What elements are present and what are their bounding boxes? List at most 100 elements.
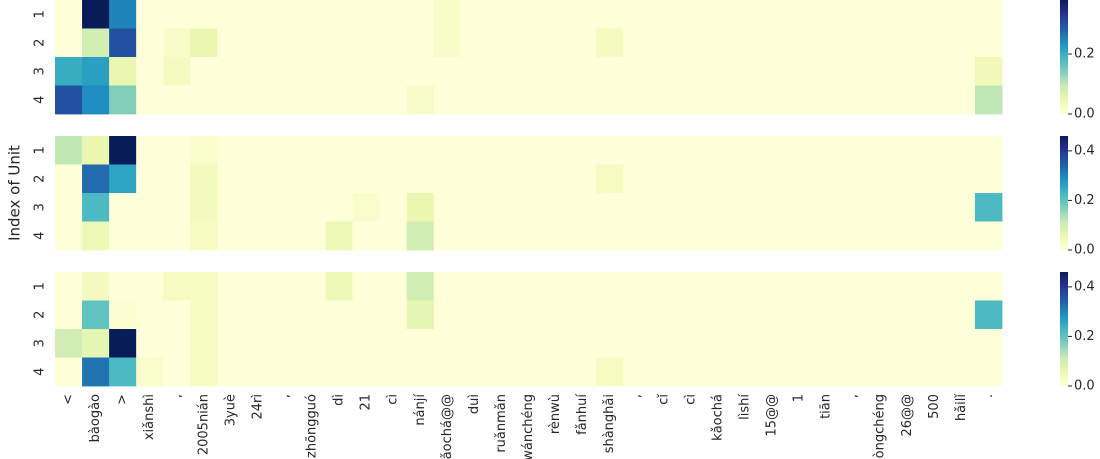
x-tick-label: kǎochá@@ bbox=[440, 394, 455, 459]
heatmap-cell bbox=[569, 0, 597, 29]
heatmap-cell bbox=[244, 221, 272, 251]
colorbar-tick-label: 0.2 bbox=[1074, 193, 1095, 208]
x-tick-label: 26@@ bbox=[900, 394, 915, 437]
x-tick-label: xiǎnshì bbox=[142, 394, 157, 440]
heatmap-cell bbox=[217, 85, 245, 115]
heatmap-cell bbox=[55, 28, 83, 58]
x-tick-label: ruǎnmǎn bbox=[494, 394, 509, 453]
heatmap-cell bbox=[704, 357, 732, 387]
heatmap-cell bbox=[623, 28, 651, 58]
heatmap-cell bbox=[974, 57, 1003, 86]
heatmap-cell bbox=[487, 193, 516, 222]
heatmap-cell bbox=[569, 136, 597, 165]
y-tick-label: 2 bbox=[33, 39, 48, 47]
x-tick-label: < bbox=[61, 394, 76, 405]
heatmap-cell bbox=[974, 357, 1003, 387]
heatmap-cell bbox=[298, 28, 326, 58]
heatmap-cell bbox=[271, 28, 299, 58]
heatmap-cell bbox=[487, 0, 516, 29]
x-tick-label: > bbox=[115, 394, 130, 405]
heatmap-cell bbox=[163, 57, 191, 86]
y-tick-label: 4 bbox=[33, 232, 48, 240]
heatmap-cell bbox=[352, 28, 381, 58]
heatmap-cell bbox=[920, 136, 949, 165]
heatmap-cell bbox=[406, 357, 435, 387]
heatmap-cell bbox=[163, 136, 191, 165]
heatmap-cell bbox=[190, 164, 218, 194]
heatmap-cell bbox=[82, 357, 110, 387]
heatmap-cell bbox=[542, 85, 570, 115]
heatmap-cell bbox=[947, 300, 976, 330]
heatmap-cell bbox=[596, 0, 624, 29]
heatmap-cell bbox=[190, 136, 218, 165]
heatmap-cell bbox=[136, 57, 164, 86]
heatmap-cell bbox=[785, 28, 813, 58]
heatmap-cell bbox=[298, 164, 326, 194]
heatmap-cell bbox=[433, 357, 462, 387]
heatmap-cell bbox=[785, 221, 813, 251]
heatmap-cell bbox=[785, 85, 813, 115]
heatmap-cell bbox=[677, 136, 705, 165]
heatmap-cell bbox=[163, 221, 191, 251]
heatmap-cell bbox=[542, 0, 570, 29]
heatmap-cell bbox=[839, 221, 868, 251]
heatmap-cell bbox=[244, 57, 272, 86]
heatmap-cell bbox=[271, 193, 299, 222]
heatmap-cell bbox=[812, 193, 841, 222]
heatmap-cell bbox=[244, 300, 272, 330]
heatmap-cell bbox=[596, 357, 624, 387]
heatmap-cell bbox=[677, 28, 705, 58]
x-tick-label: 21 bbox=[359, 394, 374, 411]
heatmap-cell bbox=[352, 136, 381, 165]
x-tick-label: cǐ bbox=[656, 394, 671, 405]
heatmap-cell bbox=[704, 300, 732, 330]
heatmap-cell bbox=[379, 28, 408, 58]
x-tick-label: , bbox=[629, 394, 644, 398]
heatmap-cell bbox=[704, 272, 732, 301]
heatmap-cell bbox=[758, 57, 786, 86]
heatmap-cell bbox=[136, 164, 164, 194]
heatmap-cell bbox=[136, 0, 164, 29]
heatmap-cell bbox=[325, 57, 354, 86]
heatmap-cell bbox=[406, 28, 435, 58]
heatmap-cell bbox=[947, 221, 976, 251]
heatmap-cell bbox=[893, 0, 922, 29]
heatmap-cell bbox=[109, 221, 137, 251]
heatmap-cell bbox=[650, 357, 678, 387]
heatmap-cell bbox=[109, 357, 137, 387]
heatmap-cell bbox=[839, 272, 868, 301]
heatmap-cell bbox=[406, 329, 435, 358]
colorbar-tick-label: 0.0 bbox=[1074, 379, 1095, 394]
heatmap-cell bbox=[379, 57, 408, 86]
heatmap-cell bbox=[514, 221, 543, 251]
heatmap-cell bbox=[731, 221, 759, 251]
heatmap-cell bbox=[352, 300, 381, 330]
heatmap-cell bbox=[974, 300, 1003, 330]
heatmap-cell bbox=[298, 300, 326, 330]
heatmap-cell bbox=[514, 164, 543, 194]
heatmap-cell bbox=[974, 164, 1003, 194]
heatmap-cell bbox=[650, 164, 678, 194]
heatmap-cell bbox=[920, 0, 949, 29]
heatmap-cell bbox=[352, 357, 381, 387]
heatmap-cell bbox=[785, 0, 813, 29]
heatmap-cell bbox=[731, 85, 759, 115]
heatmap-cell bbox=[542, 164, 570, 194]
heatmap-cell bbox=[677, 193, 705, 222]
heatmap-cell bbox=[460, 300, 489, 330]
heatmap-cell bbox=[109, 300, 137, 330]
heatmap-cell bbox=[623, 136, 651, 165]
heatmap-cell bbox=[893, 357, 922, 387]
heatmap-cell bbox=[569, 57, 597, 86]
heatmap-cell bbox=[596, 221, 624, 251]
heatmap-cell bbox=[352, 272, 381, 301]
heatmap-cell bbox=[136, 221, 164, 251]
heatmap-cell bbox=[217, 164, 245, 194]
x-tick-label: 15@@ bbox=[765, 394, 780, 437]
heatmap-cell bbox=[677, 0, 705, 29]
heatmap-cell bbox=[271, 164, 299, 194]
heatmap-cell bbox=[298, 329, 326, 358]
y-tick-label: 1 bbox=[33, 10, 48, 18]
heatmap-cell bbox=[163, 164, 191, 194]
heatmap-cell bbox=[190, 329, 218, 358]
